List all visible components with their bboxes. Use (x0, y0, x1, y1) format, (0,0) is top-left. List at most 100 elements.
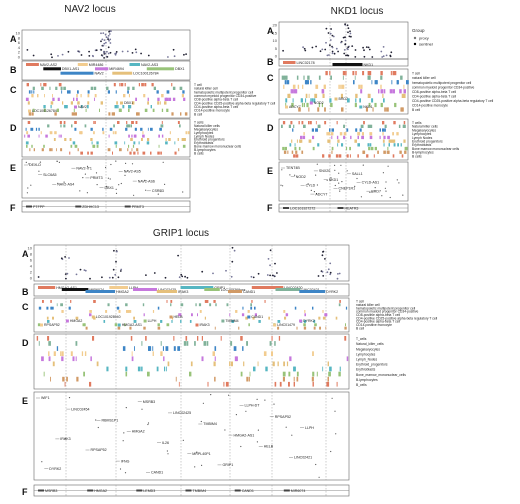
scatter-point (110, 30, 112, 33)
track-signal (187, 131, 190, 135)
track-signal (321, 102, 323, 108)
track-signal (390, 71, 392, 76)
track-signal (281, 75, 285, 80)
gene-label: LOC101928940 (96, 315, 121, 319)
gene-label: PRMT3 (90, 176, 102, 180)
interaction-point (124, 174, 126, 176)
track-signal (38, 306, 42, 310)
y-tick-label: 2 (30, 270, 33, 275)
gene-label: IRAK3 (178, 290, 188, 294)
gene-label: BRD7 (339, 97, 348, 101)
scatter-point (108, 276, 111, 279)
track-signal (90, 151, 93, 155)
track-signal (343, 135, 346, 140)
track-signal (285, 102, 287, 108)
track-signal (164, 97, 167, 101)
track-signal (114, 323, 118, 327)
track-signal (289, 356, 292, 362)
interaction-point (123, 432, 125, 434)
interaction-point (334, 184, 336, 187)
gene-marker (273, 323, 277, 327)
scatter-point (108, 39, 110, 42)
scatter-point (340, 41, 342, 44)
track-signal (74, 112, 77, 116)
track-signal (367, 71, 370, 76)
track-signal (90, 138, 93, 141)
track-signal (383, 150, 386, 154)
track-signal (185, 336, 188, 341)
track-signal (48, 356, 51, 362)
scatter-point (147, 54, 150, 57)
track-signal (394, 102, 397, 108)
track-signal (157, 306, 160, 310)
interaction-point (257, 429, 259, 431)
track-signal (308, 93, 310, 98)
track-signal (303, 326, 307, 330)
gene-label: MIR6074 (89, 288, 104, 292)
track-signal (349, 154, 351, 158)
scatter-point (302, 46, 304, 49)
track-signal (161, 124, 163, 128)
scatter-point (354, 56, 357, 58)
interaction-point (387, 165, 389, 167)
track-signal (77, 90, 79, 94)
track-signal (172, 316, 174, 320)
track-label: natural killer cell (412, 76, 436, 80)
track-signal (195, 303, 197, 307)
track-signal (174, 151, 177, 155)
track-signal (94, 97, 95, 101)
track-signal (38, 134, 40, 138)
scatter-point (325, 41, 327, 44)
track-signal (70, 144, 73, 148)
scatter-point (349, 32, 352, 35)
track-signal (328, 154, 331, 158)
track-signal (117, 326, 121, 330)
track-signal (76, 376, 79, 382)
scatter-point (269, 249, 272, 252)
track-signal (114, 141, 118, 145)
scatter-point (363, 55, 366, 58)
interaction-point (79, 190, 81, 192)
scatter-point (329, 271, 332, 274)
track-signal (318, 75, 321, 80)
track-signal (318, 316, 321, 320)
track-signal (134, 127, 137, 131)
interaction-point (282, 185, 284, 187)
track-signal (285, 98, 288, 103)
interaction-point (338, 182, 340, 184)
legend-marker (413, 42, 417, 46)
track-label: Erythroblasts (194, 141, 214, 145)
track-signal (308, 139, 312, 143)
track-signal (403, 89, 406, 94)
track-signal (229, 313, 231, 317)
row-label: E (267, 166, 273, 176)
track-signal (362, 150, 366, 154)
track-signal (331, 128, 334, 132)
row-frame (278, 118, 409, 161)
track-signal (346, 356, 349, 362)
track-signal (96, 144, 99, 148)
scatter-point (344, 23, 346, 26)
track-signal (392, 89, 395, 94)
gene-label: LEMD3 (143, 489, 155, 493)
track-signal (171, 320, 173, 323)
track-signal (312, 381, 314, 387)
row-frame (33, 283, 350, 297)
track-signal (115, 144, 117, 148)
gene-label: LINC02178 (297, 61, 315, 65)
track-signal (396, 80, 399, 85)
track-signal (92, 336, 95, 341)
gene-label: SLC6A5 (43, 173, 56, 177)
track-signal (393, 139, 396, 143)
track-signal (74, 144, 77, 148)
track-signal (26, 83, 29, 87)
track-signal (157, 326, 161, 330)
track-signal (75, 341, 78, 346)
interaction-point (334, 164, 336, 166)
scatter-point (385, 54, 388, 57)
gene-label: LINC02454 (71, 407, 89, 411)
track-signal (177, 121, 180, 124)
scatter-point (112, 268, 115, 271)
track-signal (40, 83, 42, 87)
